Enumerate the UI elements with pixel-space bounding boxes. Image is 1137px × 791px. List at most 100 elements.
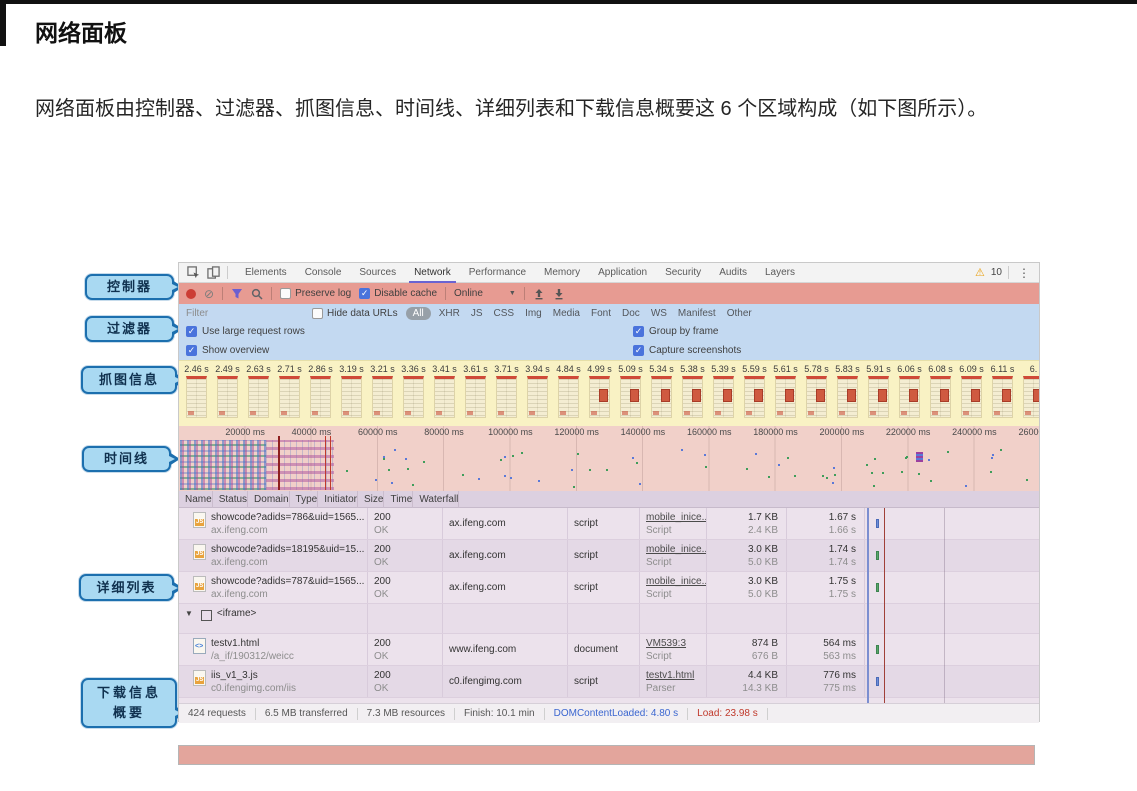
column-header[interactable]: Type xyxy=(290,491,319,508)
filter-type[interactable]: Font xyxy=(591,307,612,319)
filmstrip-frame[interactable]: 5.78 s xyxy=(801,364,832,426)
filmstrip-frame[interactable]: 5.91 s xyxy=(863,364,894,426)
column-header[interactable]: Size xyxy=(358,491,385,508)
filmstrip-frame[interactable]: 2.71 s xyxy=(274,364,305,426)
option-checkbox[interactable]: ✓ Use large request rows xyxy=(186,326,305,337)
filter-type[interactable]: Img xyxy=(525,307,542,319)
filmstrip-frame[interactable]: 5.83 s xyxy=(832,364,863,426)
throttling-dropdown[interactable]: Online ▼ xyxy=(454,288,516,299)
column-header[interactable]: Domain xyxy=(248,491,290,508)
devtools-tab[interactable]: Network xyxy=(405,263,460,283)
disable-cache-checkbox[interactable]: ✓ Disable cache xyxy=(359,288,438,299)
timeline-dot xyxy=(503,456,506,459)
filmstrip-frame[interactable]: 2.86 s xyxy=(305,364,336,426)
filmstrip-frame[interactable]: 5.61 s xyxy=(770,364,801,426)
hide-data-urls-checkbox[interactable]: Hide data URLs xyxy=(312,307,398,319)
filmstrip-frame[interactable]: 3.61 s xyxy=(460,364,491,426)
column-header[interactable]: Initiator xyxy=(318,491,358,508)
option-checkbox[interactable]: ✓ Group by frame xyxy=(633,326,719,337)
record-button[interactable] xyxy=(186,288,196,299)
device-toolbar-icon[interactable] xyxy=(207,266,220,279)
initiator-link[interactable]: testv1.html xyxy=(646,670,695,681)
filmstrip-frame[interactable]: 3.71 s xyxy=(491,364,522,426)
filmstrip-frame[interactable]: 3.19 s xyxy=(336,364,367,426)
filmstrip-frame[interactable]: 6. xyxy=(1018,364,1039,426)
devtools-tab[interactable]: Layers xyxy=(764,266,795,278)
export-har-icon[interactable] xyxy=(553,288,565,300)
column-header[interactable]: Waterfall xyxy=(413,491,460,508)
inspect-element-icon[interactable] xyxy=(187,266,200,279)
import-har-icon[interactable] xyxy=(533,288,545,300)
column-header[interactable]: Name xyxy=(179,491,213,508)
filmstrip-frame[interactable]: 2.46 s xyxy=(181,364,212,426)
filmstrip-frame[interactable]: 2.63 s xyxy=(243,364,274,426)
filter-type[interactable]: Doc xyxy=(622,307,640,319)
devtools-tab[interactable]: Console xyxy=(304,266,342,278)
devtools-tab[interactable]: Memory xyxy=(544,266,581,278)
filmstrip-frame[interactable]: 5.38 s xyxy=(677,364,708,426)
checkbox-unchecked[interactable] xyxy=(312,307,323,319)
devtools-tab[interactable]: Sources xyxy=(359,266,397,278)
table-row[interactable]: showcode?adids=18195&uid=15... ax.ifeng.… xyxy=(179,540,1039,572)
filmstrip-frame[interactable]: 3.94 s xyxy=(522,364,553,426)
filmstrip-frame[interactable]: 5.39 s xyxy=(708,364,739,426)
table-row[interactable]: ▼ <iframe> xyxy=(179,604,1039,634)
warning-icon[interactable]: ⚠ xyxy=(975,267,985,279)
filter-input[interactable]: Filter xyxy=(186,307,209,319)
timeline-tick: 200000 ms xyxy=(819,427,865,437)
column-header[interactable]: Time xyxy=(384,491,414,508)
checkbox-checked[interactable]: ✓ xyxy=(186,326,197,337)
filmstrip-frame[interactable]: 6.06 s xyxy=(894,364,925,426)
devtools-tab[interactable]: Security xyxy=(665,266,702,278)
filter-icon[interactable] xyxy=(231,288,243,300)
devtools-tab[interactable]: Performance xyxy=(468,266,527,278)
checkbox-checked[interactable]: ✓ xyxy=(633,345,644,356)
initiator-link[interactable]: mobile_inice... xyxy=(646,576,706,587)
table-row[interactable]: iis_v1_3.js c0.ifengimg.com/iis 200 OK c… xyxy=(179,666,1039,698)
initiator-link[interactable]: mobile_inice... xyxy=(646,512,706,523)
filmstrip-frame[interactable]: 3.41 s xyxy=(429,364,460,426)
warning-count[interactable]: 10 xyxy=(990,267,1002,278)
filmstrip-frame[interactable]: 3.21 s xyxy=(367,364,398,426)
filmstrip-frame[interactable]: 4.99 s xyxy=(584,364,615,426)
filmstrip-frame[interactable]: 3.36 s xyxy=(398,364,429,426)
filmstrip-frame[interactable]: 5.09 s xyxy=(615,364,646,426)
more-menu-icon[interactable]: ⋮ xyxy=(1018,265,1030,280)
filmstrip-frame[interactable]: 6.11 s xyxy=(987,364,1018,426)
checkbox-checked[interactable]: ✓ xyxy=(633,326,644,337)
filter-type[interactable]: WS xyxy=(650,307,667,319)
column-header[interactable]: Status xyxy=(213,491,249,508)
filter-type[interactable]: JS xyxy=(470,307,483,319)
filter-type[interactable]: Other xyxy=(726,307,752,319)
table-row[interactable]: showcode?adids=786&uid=1565... ax.ifeng.… xyxy=(179,508,1039,540)
checkbox-checked[interactable]: ✓ xyxy=(359,288,371,299)
expand-caret[interactable]: ▼ xyxy=(185,609,193,618)
filter-type[interactable]: XHR xyxy=(438,307,460,319)
checkbox-checked[interactable]: ✓ xyxy=(186,345,197,356)
filmstrip-frame[interactable]: 5.34 s xyxy=(646,364,677,426)
checkbox-unchecked[interactable] xyxy=(280,288,292,299)
search-icon[interactable] xyxy=(251,288,263,300)
initiator-link[interactable]: VM539:3 xyxy=(646,638,687,649)
filter-type[interactable]: Media xyxy=(552,307,580,319)
filmstrip-frame[interactable]: 5.59 s xyxy=(739,364,770,426)
filmstrip-frame[interactable]: 4.84 s xyxy=(553,364,584,426)
timeline-overview[interactable]: 20000 ms 40000 ms 60000 ms 80000 ms 1000… xyxy=(179,426,1039,491)
table-row[interactable]: showcode?adids=787&uid=1565... ax.ifeng.… xyxy=(179,572,1039,604)
filmstrip-frame[interactable]: 6.08 s xyxy=(925,364,956,426)
filter-type[interactable]: Manifest xyxy=(677,307,716,319)
initiator-link[interactable]: mobile_inice... xyxy=(646,544,706,555)
devtools-tab[interactable]: Audits xyxy=(719,266,747,278)
filmstrip-frame[interactable]: 6.09 s xyxy=(956,364,987,426)
filter-type[interactable]: CSS xyxy=(493,307,515,319)
filter-type-all[interactable]: All xyxy=(405,306,431,320)
waterfall-bar xyxy=(876,615,879,624)
clear-button[interactable]: ⊘ xyxy=(204,286,215,301)
option-checkbox[interactable]: ✓ Capture screenshots xyxy=(633,345,742,356)
devtools-tab[interactable]: Application xyxy=(598,266,648,278)
devtools-tab[interactable]: Elements xyxy=(245,266,287,278)
filmstrip-frame[interactable]: 2.49 s xyxy=(212,364,243,426)
option-checkbox[interactable]: ✓ Show overview xyxy=(186,345,270,356)
table-row[interactable]: testv1.html /a_if/190312/weicc 200 OK ww… xyxy=(179,634,1039,666)
preserve-log-checkbox[interactable]: Preserve log xyxy=(280,288,351,299)
